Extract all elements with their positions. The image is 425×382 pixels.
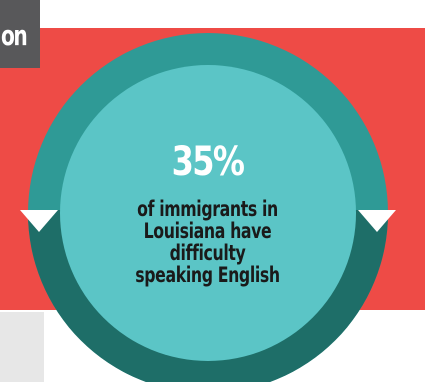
right-triangle-marker-icon <box>358 210 396 232</box>
left-triangle-marker-icon <box>20 210 58 232</box>
section-header-box: on <box>0 0 40 68</box>
stat-value: 35% <box>171 139 245 185</box>
grey-side-block <box>0 312 44 382</box>
inner-stat-circle <box>60 65 356 361</box>
section-header-title: on <box>1 19 28 52</box>
stat-label: of immigrants in Louisiana have difficul… <box>135 197 280 287</box>
